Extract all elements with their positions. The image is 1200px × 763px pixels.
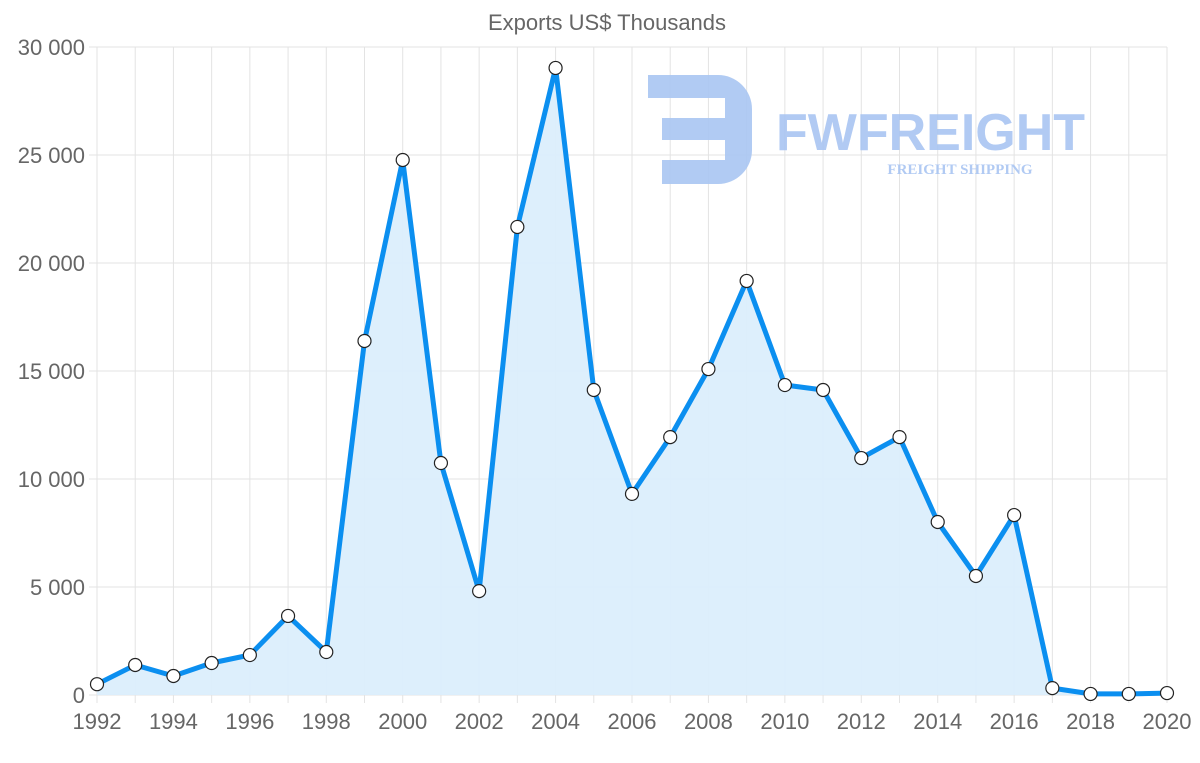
data-point-1992[interactable] <box>89 677 105 692</box>
x-tick-label: 2018 <box>1066 709 1115 734</box>
x-tick-label: 2000 <box>378 709 427 734</box>
y-tick-label: 5 000 <box>30 575 85 600</box>
data-point-2006[interactable] <box>624 486 640 502</box>
y-tick-label: 25 000 <box>18 143 85 168</box>
x-tick-label: 2012 <box>837 709 886 734</box>
x-tick-label: 2020 <box>1143 709 1192 734</box>
y-tick-label: 20 000 <box>18 251 85 276</box>
y-tick-label: 30 000 <box>18 35 85 60</box>
data-point-1999[interactable] <box>357 333 372 349</box>
data-point-2005[interactable] <box>586 382 601 398</box>
x-tick-label: 2008 <box>684 709 733 734</box>
x-tick-label: 2014 <box>913 709 962 734</box>
data-point-2002[interactable] <box>472 584 487 599</box>
data-point-2015[interactable] <box>968 568 984 584</box>
axes: 0 5 000 10 000 15 000 20 000 25 000 30 000 1992… <box>18 35 1192 734</box>
x-tick-label: 2004 <box>531 709 580 734</box>
data-point-2009[interactable] <box>739 273 754 289</box>
data-point-2016[interactable] <box>1007 507 1022 523</box>
x-tick-label: 1992 <box>73 709 122 734</box>
data-point-1993[interactable] <box>128 657 143 673</box>
data-point-2000[interactable] <box>395 152 410 168</box>
x-tick-label: 1996 <box>225 709 274 734</box>
area-fill <box>97 68 1167 695</box>
watermark-logo: FWFREIGHT FREIGHT SHIPPING <box>648 75 1085 184</box>
x-tick-label: 2010 <box>760 709 809 734</box>
data-point-1998[interactable] <box>319 644 334 660</box>
data-point-2003[interactable] <box>510 219 525 235</box>
y-tick-label: 10 000 <box>18 467 85 492</box>
data-point-2008[interactable] <box>701 361 716 377</box>
x-tick-label: 2002 <box>455 709 504 734</box>
data-point-2014[interactable] <box>930 514 945 530</box>
x-tick-label: 1998 <box>302 709 351 734</box>
x-tick-label: 2006 <box>608 709 657 734</box>
data-point-2004[interactable] <box>548 60 563 76</box>
data-point-2018[interactable] <box>1083 686 1098 702</box>
data-point-2019[interactable] <box>1121 686 1136 702</box>
data-point-1996[interactable] <box>242 647 257 663</box>
data-point-2001[interactable] <box>433 455 449 471</box>
data-point-2017[interactable] <box>1045 680 1060 696</box>
data-point-2020[interactable] <box>1159 685 1175 701</box>
chart-title: Exports US$ Thousands <box>488 10 726 35</box>
data-point-2007[interactable] <box>663 429 678 445</box>
data-points <box>89 60 1175 702</box>
data-point-2011[interactable] <box>815 382 831 398</box>
y-tick-label: 15 000 <box>18 359 85 384</box>
x-tick-label: 2016 <box>990 709 1039 734</box>
data-point-2012[interactable] <box>854 450 869 466</box>
data-point-1994[interactable] <box>166 668 181 684</box>
x-tick-label: 1994 <box>149 709 198 734</box>
data-point-2010[interactable] <box>777 377 792 393</box>
data-point-1997[interactable] <box>280 608 296 624</box>
svg-text:FWFREIGHT: FWFREIGHT <box>776 104 1085 162</box>
svg-text:FREIGHT SHIPPING: FREIGHT SHIPPING <box>887 162 1032 178</box>
data-point-1995[interactable] <box>204 655 219 671</box>
y-tick-label: 0 <box>73 683 85 708</box>
data-point-2013[interactable] <box>892 429 907 445</box>
